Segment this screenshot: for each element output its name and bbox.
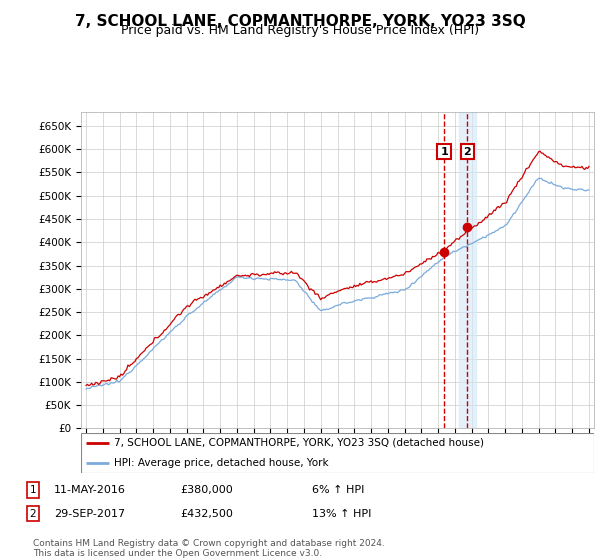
Text: 1: 1: [440, 147, 448, 157]
Text: HPI: Average price, detached house, York: HPI: Average price, detached house, York: [115, 458, 329, 468]
Text: Price paid vs. HM Land Registry's House Price Index (HPI): Price paid vs. HM Land Registry's House …: [121, 24, 479, 37]
Text: Contains HM Land Registry data © Crown copyright and database right 2024.
This d: Contains HM Land Registry data © Crown c…: [33, 539, 385, 558]
Text: 13% ↑ HPI: 13% ↑ HPI: [312, 508, 371, 519]
Text: 29-SEP-2017: 29-SEP-2017: [54, 508, 125, 519]
Text: 11-MAY-2016: 11-MAY-2016: [54, 485, 126, 495]
Text: 7, SCHOOL LANE, COPMANTHORPE, YORK, YO23 3SQ (detached house): 7, SCHOOL LANE, COPMANTHORPE, YORK, YO23…: [115, 438, 484, 448]
Text: 7, SCHOOL LANE, COPMANTHORPE, YORK, YO23 3SQ: 7, SCHOOL LANE, COPMANTHORPE, YORK, YO23…: [74, 14, 526, 29]
Text: 6% ↑ HPI: 6% ↑ HPI: [312, 485, 364, 495]
Text: 2: 2: [464, 147, 472, 157]
Text: 1: 1: [29, 485, 37, 495]
Text: £432,500: £432,500: [180, 508, 233, 519]
Bar: [459, 112, 476, 428]
Text: 2: 2: [29, 508, 37, 519]
Text: £380,000: £380,000: [180, 485, 233, 495]
